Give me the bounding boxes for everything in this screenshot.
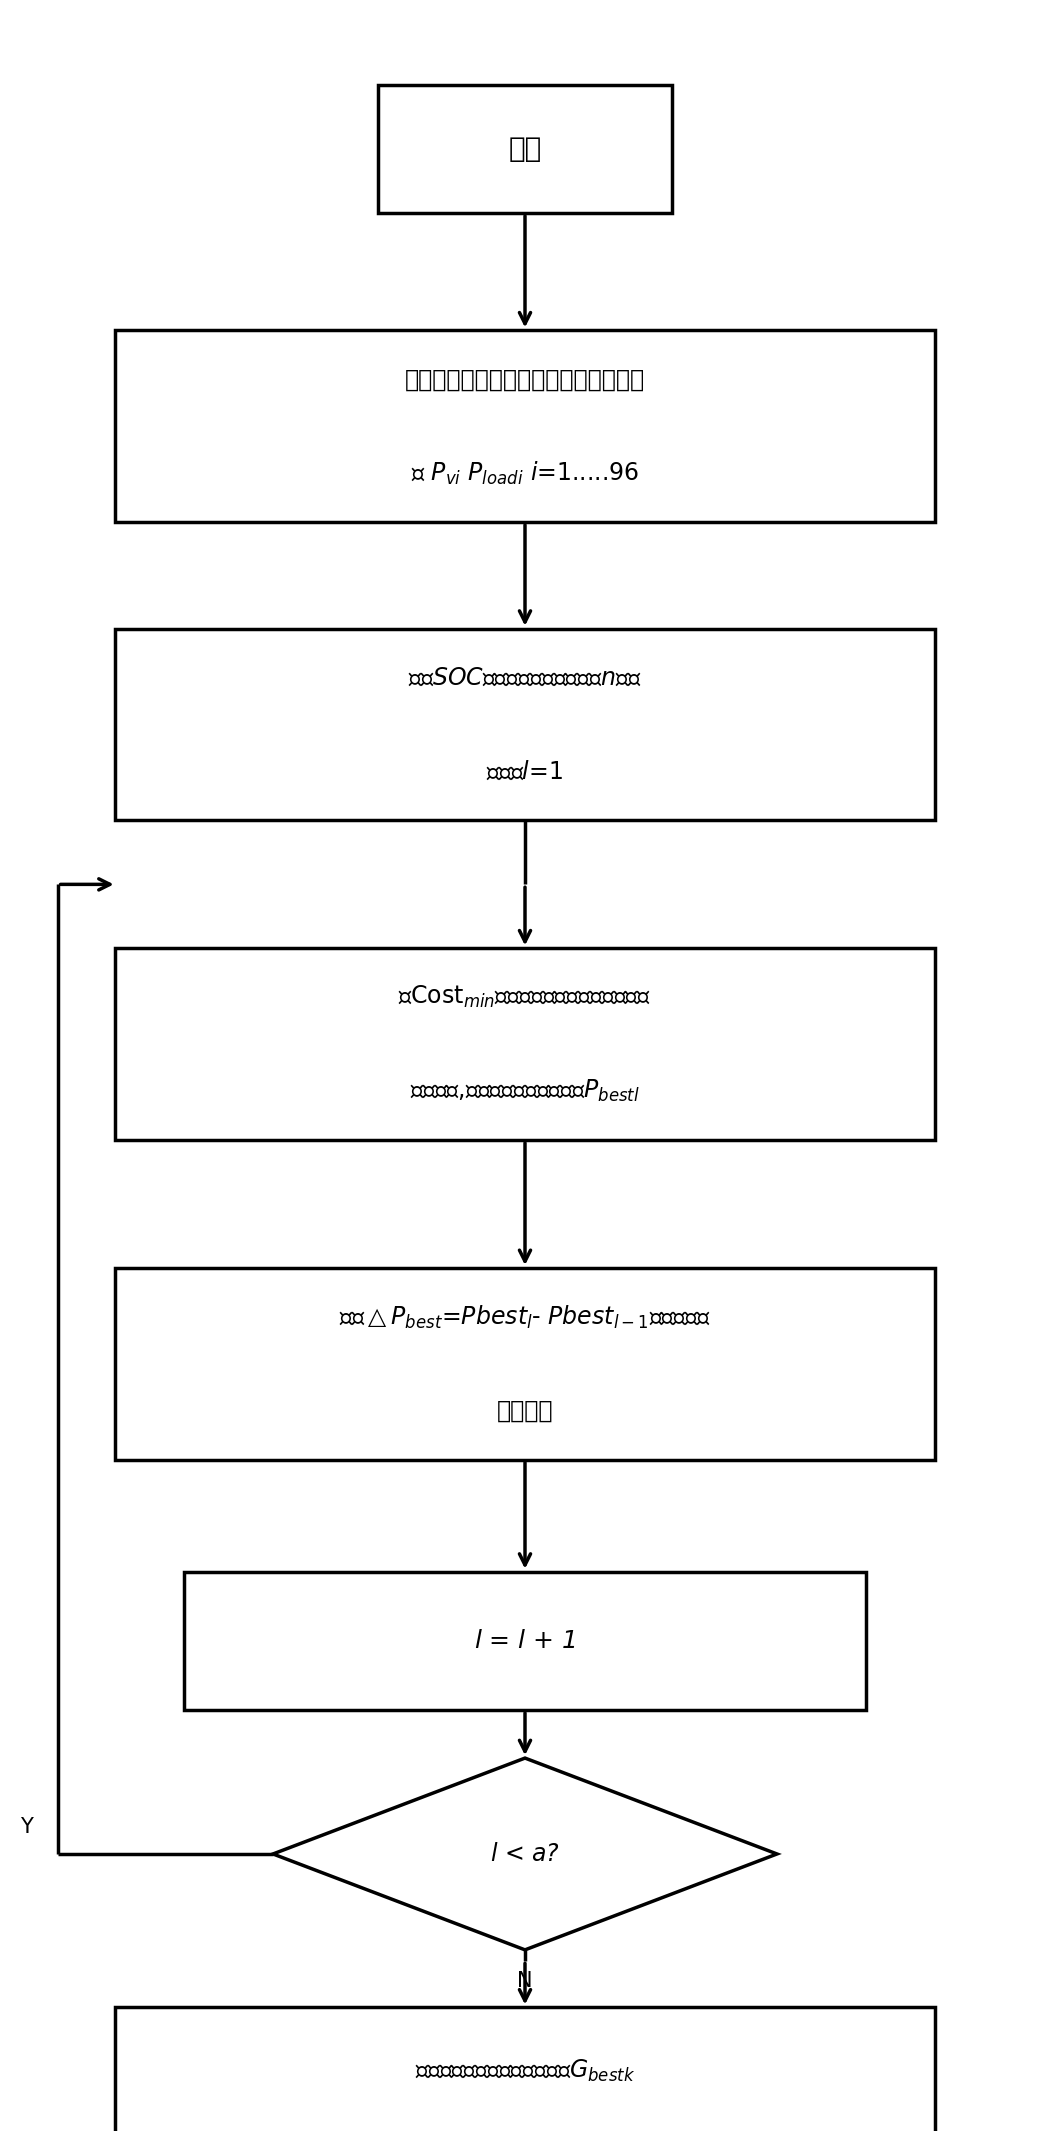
Text: 全局寻优,寻找粒子群局部最优解$P_{bestl}$: 全局寻优,寻找粒子群局部最优解$P_{bestl}$ bbox=[411, 1078, 639, 1104]
Text: 开始: 开始 bbox=[508, 134, 542, 164]
FancyBboxPatch shape bbox=[378, 85, 672, 213]
Text: 根据$SOC$约束条件初始化粒子群$n$、迭: 根据$SOC$约束条件初始化粒子群$n$、迭 bbox=[408, 665, 642, 690]
Text: 以Cost$_{min}$最小为目标函数对粒子群进行: 以Cost$_{min}$最小为目标函数对粒子群进行 bbox=[399, 985, 651, 1010]
Text: 测 $P_{vi}$ $P_{loadi}$ $i$=1.....96: 测 $P_{vi}$ $P_{loadi}$ $i$=1.....96 bbox=[411, 460, 639, 486]
FancyBboxPatch shape bbox=[116, 2007, 934, 2131]
Text: 权重系数: 权重系数 bbox=[497, 1398, 553, 1424]
Text: $l$ < a?: $l$ < a? bbox=[490, 1841, 560, 1867]
Polygon shape bbox=[273, 1758, 777, 1950]
Text: 根据$\triangle P_{best}$=$Pbest_{l}$- $Pbest_{l-1}$自适应调整: 根据$\triangle P_{best}$=$Pbest_{l}$- $Pbe… bbox=[339, 1304, 711, 1330]
Text: 代次数$l$=1: 代次数$l$=1 bbox=[486, 759, 564, 784]
Text: N: N bbox=[518, 1971, 532, 1990]
FancyBboxPatch shape bbox=[116, 948, 934, 1140]
FancyBboxPatch shape bbox=[116, 629, 934, 820]
Text: Y: Y bbox=[20, 1818, 33, 1837]
FancyBboxPatch shape bbox=[184, 1573, 866, 1709]
Text: $l$ = $l$ + 1: $l$ = $l$ + 1 bbox=[475, 1628, 575, 1654]
FancyBboxPatch shape bbox=[116, 1268, 934, 1460]
Text: 决策出各子微网储能出力解集$G_{bestk}$: 决策出各子微网储能出力解集$G_{bestk}$ bbox=[415, 2059, 635, 2084]
FancyBboxPatch shape bbox=[116, 330, 934, 522]
Text: 基于核函数极限学习机的光伏、负荷预: 基于核函数极限学习机的光伏、负荷预 bbox=[405, 367, 645, 392]
